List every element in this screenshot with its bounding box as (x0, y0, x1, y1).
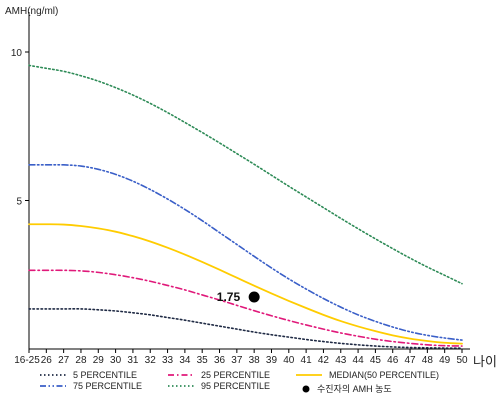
x-tick-label: 40 (283, 355, 295, 366)
x-tick-label: 46 (387, 355, 399, 366)
patient-point-group: 1.75 (217, 290, 260, 304)
series-lines (28, 64, 463, 349)
x-tick-label: 30 (110, 355, 122, 366)
legend-label: 75 PERCENTILE (73, 381, 142, 391)
patient-amh-point (248, 291, 260, 303)
series-line-5-percentile (28, 308, 463, 349)
x-tick-label: 27 (58, 355, 70, 366)
series-line-median-50-percentile (28, 223, 463, 345)
legend-label: 95 PERCENTILE (201, 381, 270, 391)
y-tick-label: 5 (16, 197, 22, 208)
x-tick-label: 36 (214, 355, 226, 366)
x-tick-label: 42 (318, 355, 330, 366)
x-tick-label: 38 (249, 355, 261, 366)
legend-point-marker (302, 385, 310, 393)
x-tick-label: 16-25 (14, 355, 40, 366)
x-tick-label: 43 (335, 355, 347, 366)
x-axis-title: 나이 (473, 354, 497, 369)
legend-label: 5 PERCENTILE (73, 370, 137, 380)
legend-label: MEDIAN(50 PERCENTILE) (329, 370, 439, 380)
y-ticks: 5 10 (11, 48, 29, 208)
x-tick-label: 31 (127, 355, 139, 366)
legend-label: 25 PERCENTILE (201, 370, 270, 380)
x-tick-label: 47 (404, 355, 416, 366)
point-label: 1.75 (217, 290, 241, 304)
x-tick-label: 50 (456, 355, 468, 366)
x-tick-label: 26 (41, 355, 53, 366)
x-ticks: 16-25 26 27 28 29 30 31 32 33 34 35 36 37 38 39 40 41 42 4… (14, 349, 468, 366)
x-tick-label: 34 (179, 355, 191, 366)
x-tick-label: 33 (162, 355, 174, 366)
x-tick-label: 32 (145, 355, 157, 366)
point-legend-label: 수진자의 AMH 농도 (317, 384, 392, 394)
x-tick-label: 39 (266, 355, 278, 366)
x-tick-label: 41 (301, 355, 313, 366)
x-tick-label: 28 (75, 355, 87, 366)
x-tick-label: 45 (370, 355, 382, 366)
series-line-25-percentile (28, 269, 463, 347)
y-axis-title: AMH(ng/ml) (5, 6, 58, 17)
series-line-95-percentile (28, 64, 463, 285)
x-tick-label: 35 (197, 355, 209, 366)
x-tick-label: 44 (353, 355, 365, 366)
series-line-75-percentile (28, 163, 463, 341)
x-tick-label: 29 (93, 355, 105, 366)
x-tick-label: 49 (439, 355, 451, 366)
y-tick-label: 10 (11, 48, 23, 59)
x-tick-label: 48 (422, 355, 434, 366)
legend: 수진자의 AMH 농도 5 PERCENTILE 25 PERCENTILE MED… (40, 370, 439, 394)
x-tick-label: 37 (231, 355, 243, 366)
